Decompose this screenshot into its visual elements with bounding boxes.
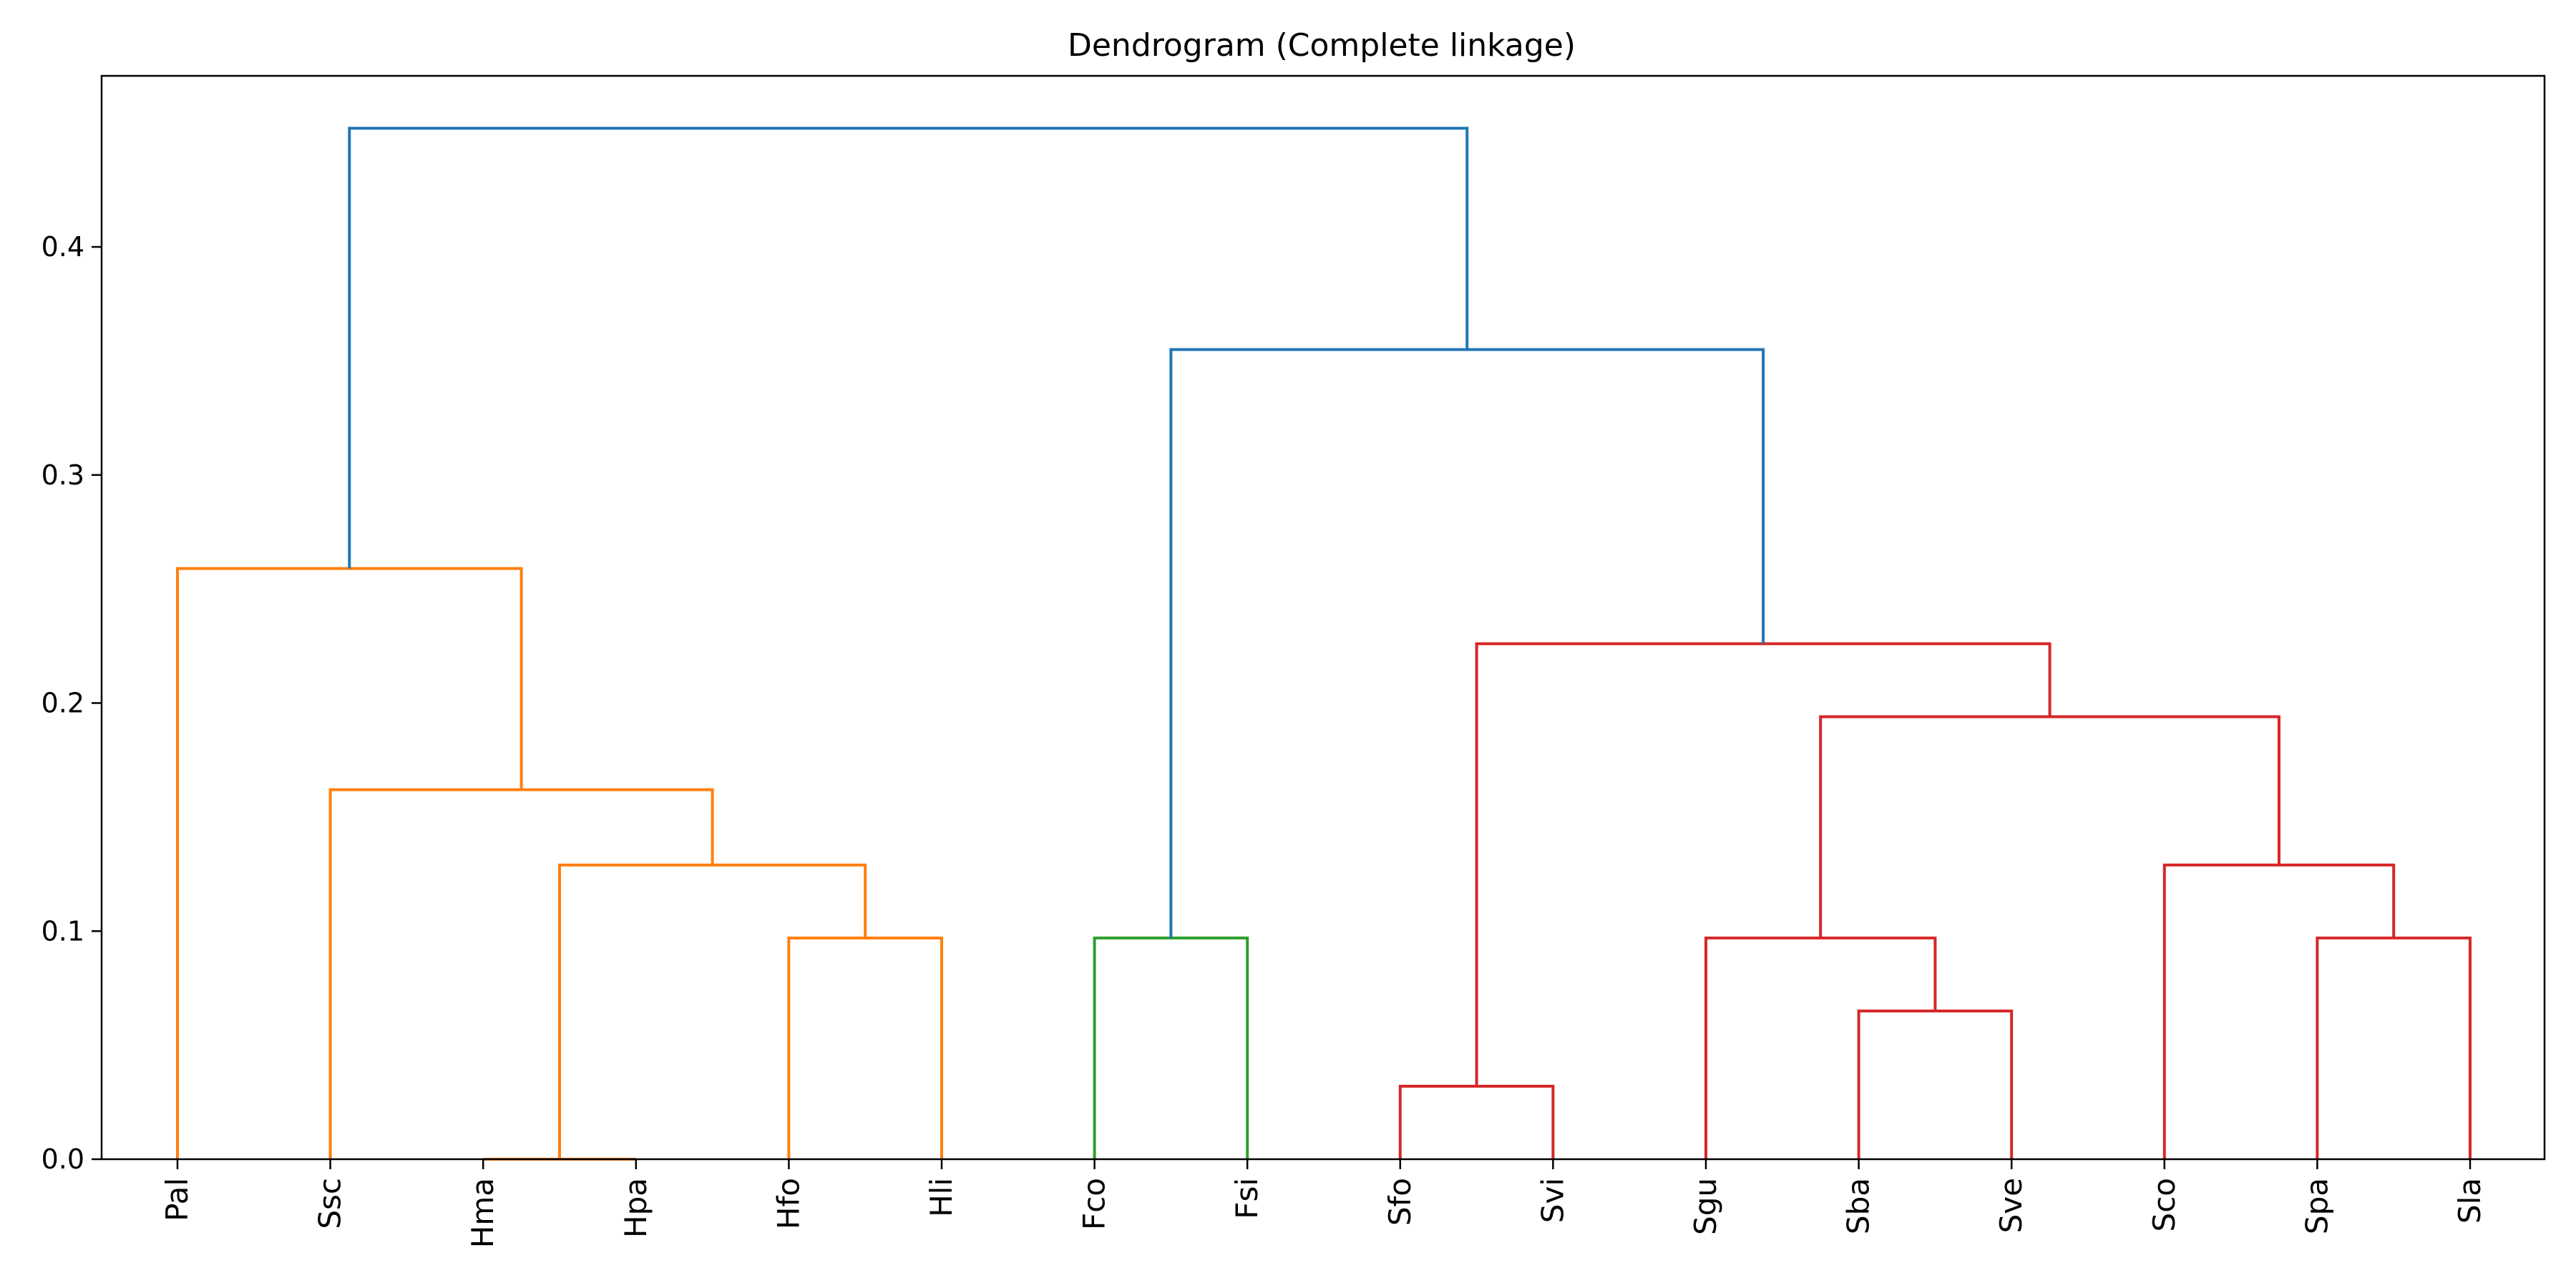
leaf-label-sfo: Sfo — [1382, 1178, 1418, 1226]
y-tick-label: 0.3 — [42, 459, 84, 491]
chart-title: Dendrogram (Complete linkage) — [1068, 27, 1576, 64]
leaf-label-sla: Sla — [2452, 1178, 2487, 1224]
leaf-label-hli: Hli — [924, 1178, 959, 1217]
leaf-label-svi: Svi — [1535, 1178, 1570, 1223]
dendrogram-link-m-sgu — [1704, 936, 1937, 1159]
leaf-label-hpa: Hpa — [618, 1178, 653, 1238]
leaf-label-pal: Pal — [160, 1178, 195, 1221]
dendrogram-link-m-root — [348, 127, 1469, 569]
dendrogram-link-m-sco — [2162, 863, 2396, 1159]
leaf-label-sco: Sco — [2147, 1178, 2182, 1231]
leaf-label-sve: Sve — [1994, 1178, 2029, 1233]
leaf-label-spa: Spa — [2299, 1178, 2334, 1234]
dendrogram-link-m-fco-fsi — [1093, 936, 1249, 1159]
leaf-label-fsi: Fsi — [1229, 1178, 1264, 1219]
y-tick-label: 0.1 — [42, 915, 84, 947]
dendrogram-links — [176, 127, 2472, 1161]
plot-area-frame — [100, 74, 2546, 1161]
dendrogram-link-m-spa-sla — [2316, 936, 2472, 1159]
leaf-label-sba: Sba — [1841, 1178, 1876, 1234]
leaf-label-ssc: Ssc — [313, 1178, 348, 1229]
dendrogram-link-m-s7 — [1475, 642, 2051, 1086]
y-axis: 0.0 0.1 0.2 0.3 0.4 — [42, 231, 102, 1175]
dendrogram-link-m-ssc-h — [328, 788, 714, 1159]
y-tick-label: 0.0 — [42, 1143, 84, 1175]
dendrogram-link-m-hfo-hli — [787, 936, 943, 1159]
leaf-label-hma: Hma — [465, 1178, 500, 1248]
leaf-label-fco: Fco — [1077, 1178, 1112, 1230]
dendrogram-link-m-pal — [176, 567, 523, 1159]
y-tick-label: 0.2 — [42, 688, 84, 719]
dendrogram-link-m-h4 — [558, 863, 867, 1159]
leaf-label-sgu: Sgu — [1688, 1178, 1723, 1235]
x-axis-leaf-labels: Pal Ssc Hma Hpa Hfo Hli Fco Fsi Sfo Svi Sgu Sba Sve S… — [160, 1159, 2487, 1248]
y-tick-label: 0.4 — [42, 231, 84, 263]
leaf-label-hfo: Hfo — [771, 1178, 806, 1229]
